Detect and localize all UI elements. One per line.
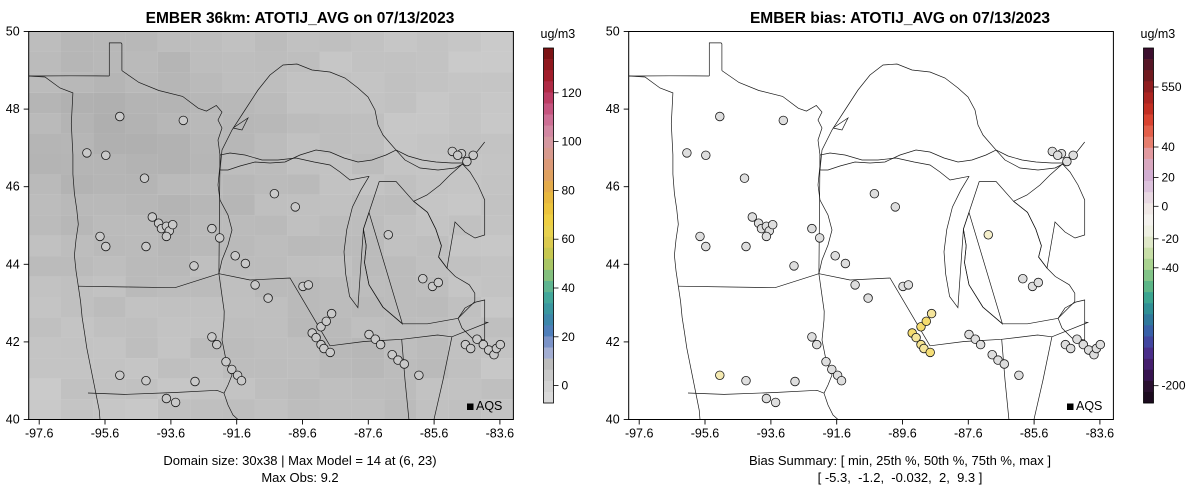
svg-text:550: 550 [1162,80,1182,94]
svg-text:-20: -20 [1162,232,1180,246]
svg-text:42: 42 [6,335,20,349]
svg-text:48: 48 [6,102,20,116]
svg-text:44: 44 [606,257,620,271]
svg-text:0: 0 [562,379,569,393]
svg-text:AQS: AQS [1076,399,1102,413]
svg-text:-85.6: -85.6 [1020,427,1049,441]
svg-text:50: 50 [606,25,620,39]
svg-text:AQS: AQS [476,399,502,413]
svg-text:-93.6: -93.6 [757,427,786,441]
svg-text:50: 50 [6,25,20,39]
svg-text:-89.6: -89.6 [288,427,317,441]
svg-text:0: 0 [1162,199,1169,213]
svg-text:-89.6: -89.6 [888,427,917,441]
svg-text:-87.6: -87.6 [354,427,383,441]
svg-text:100: 100 [562,135,582,149]
svg-text:40: 40 [562,281,576,295]
svg-text:120: 120 [562,86,582,100]
svg-text:-200: -200 [1162,379,1186,393]
svg-text:20: 20 [1162,170,1176,184]
svg-text:40: 40 [6,413,20,427]
svg-text:-95.6: -95.6 [691,427,720,441]
svg-text:ug/m3: ug/m3 [541,27,576,41]
svg-text:ug/m3: ug/m3 [1141,27,1176,41]
svg-text:80: 80 [562,183,576,197]
svg-text:-83.6: -83.6 [1086,427,1115,441]
svg-text:-95.6: -95.6 [91,427,120,441]
svg-text:46: 46 [606,180,620,194]
svg-text:60: 60 [562,232,576,246]
svg-text:-93.6: -93.6 [157,427,186,441]
svg-text:-83.6: -83.6 [486,427,515,441]
svg-text:-91.6: -91.6 [222,427,251,441]
svg-text:40: 40 [1162,140,1176,154]
svg-text:20: 20 [562,330,576,344]
svg-text:-97.6: -97.6 [625,427,654,441]
svg-text:44: 44 [6,257,20,271]
svg-text:-97.6: -97.6 [25,427,54,441]
svg-text:-91.6: -91.6 [822,427,851,441]
svg-text:46: 46 [6,180,20,194]
svg-text:-87.6: -87.6 [954,427,983,441]
svg-text:-85.6: -85.6 [420,427,449,441]
svg-text:-40: -40 [1162,261,1180,275]
svg-text:48: 48 [606,102,620,116]
svg-text:40: 40 [606,413,620,427]
svg-text:42: 42 [606,335,620,349]
